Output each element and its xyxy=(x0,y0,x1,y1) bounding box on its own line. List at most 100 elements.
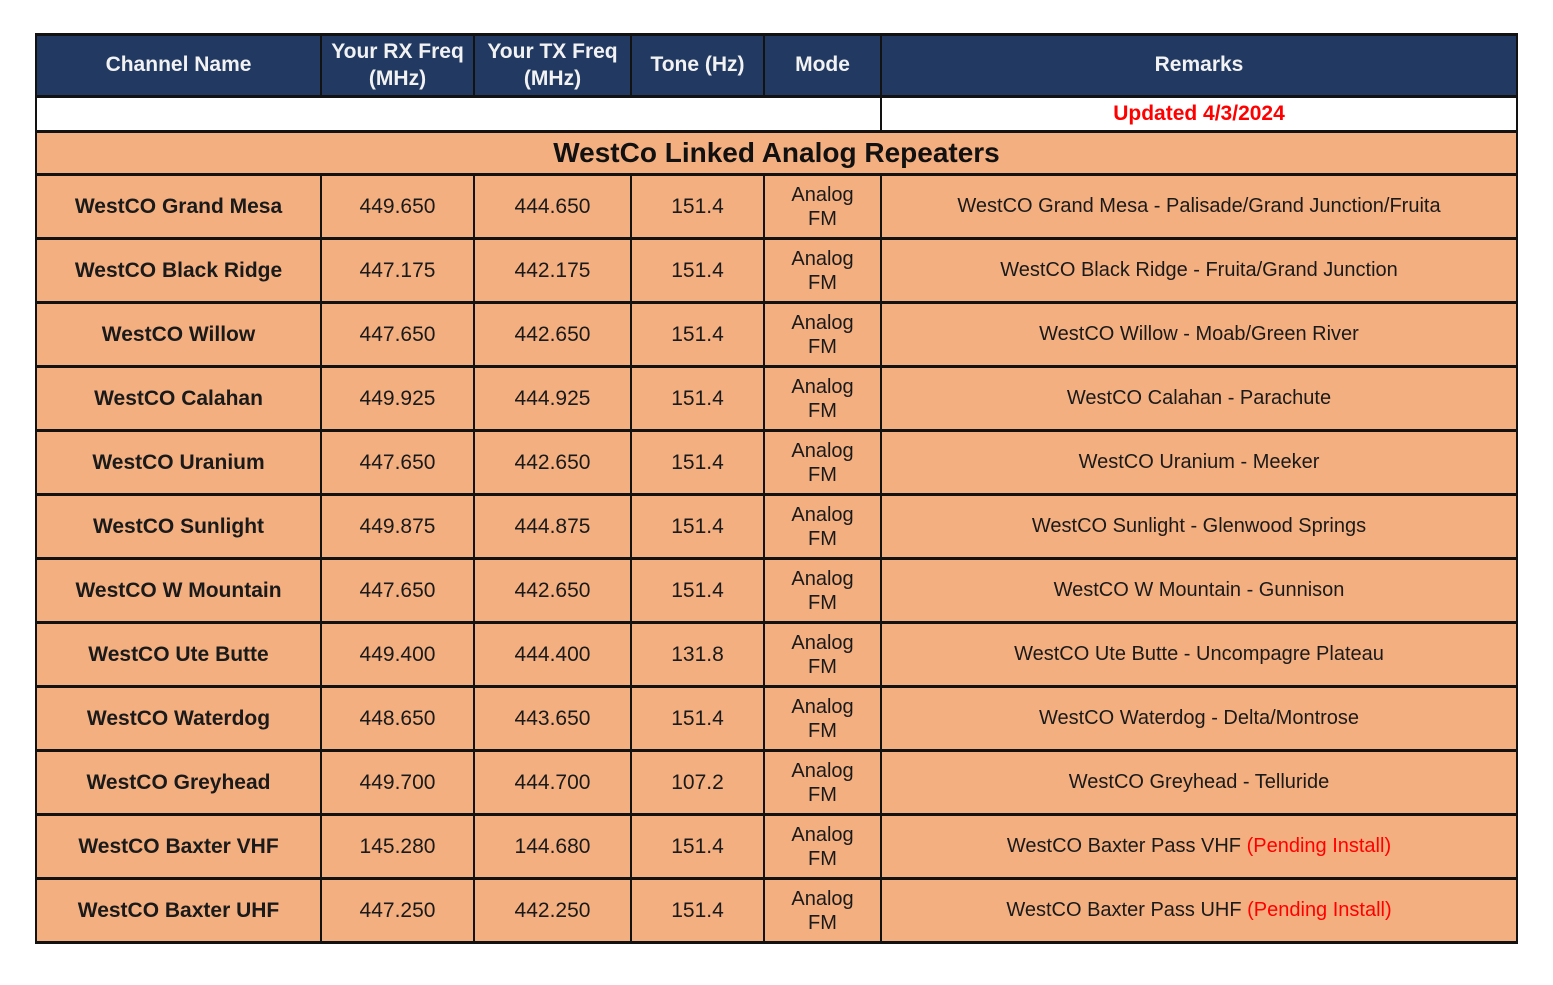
tone-cell: 151.4 xyxy=(630,493,765,560)
mode-cell: Analog FM xyxy=(763,301,882,368)
remark-cell: WestCO Baxter Pass UHF (Pending Install) xyxy=(880,877,1518,944)
remark-cell: WestCO Calahan - Parachute xyxy=(880,365,1518,432)
column-header-rx-freq: Your RX Freq (MHz) xyxy=(320,33,475,98)
tone-cell: 151.4 xyxy=(630,365,765,432)
channel-name-cell: WestCO Baxter VHF xyxy=(35,813,322,880)
remark-text: WestCO Baxter Pass VHF xyxy=(1006,835,1247,857)
remark-text: WestCO Willow - Moab/Green River xyxy=(1039,323,1359,345)
channel-name-cell: WestCO Black Ridge xyxy=(35,237,322,304)
channel-name-cell: WestCO Waterdog xyxy=(35,685,322,752)
tx-freq-cell: 442.250 xyxy=(473,877,632,944)
remark-cell: WestCO W Mountain - Gunnison xyxy=(880,557,1518,624)
rx-freq-cell: 449.925 xyxy=(320,365,475,432)
tone-cell: 151.4 xyxy=(630,685,765,752)
mode-cell: Analog FM xyxy=(763,493,882,560)
tx-freq-cell: 442.650 xyxy=(473,301,632,368)
channel-name-cell: WestCO Uranium xyxy=(35,429,322,496)
rx-freq-cell: 447.175 xyxy=(320,237,475,304)
channel-name-cell: WestCO Calahan xyxy=(35,365,322,432)
remark-cell: WestCO Sunlight - Glenwood Springs xyxy=(880,493,1518,560)
mode-cell: Analog FM xyxy=(763,557,882,624)
updated-row: Updated 4/3/2024 xyxy=(35,95,1518,133)
table-row: WestCO Willow 447.650 442.650 151.4 Anal… xyxy=(35,301,1518,368)
table-header-row: Channel Name Your RX Freq (MHz) Your TX … xyxy=(35,33,1518,98)
rx-freq-cell: 447.650 xyxy=(320,301,475,368)
tx-freq-cell: 442.650 xyxy=(473,557,632,624)
table-row: WestCO Uranium 447.650 442.650 151.4 Ana… xyxy=(35,429,1518,496)
remark-text: WestCO Sunlight - Glenwood Springs xyxy=(1031,515,1367,537)
column-header-tone: Tone (Hz) xyxy=(630,33,765,98)
tx-freq-cell: 442.175 xyxy=(473,237,632,304)
table-row: WestCO Ute Butte 449.400 444.400 131.8 A… xyxy=(35,621,1518,688)
mode-cell: Analog FM xyxy=(763,237,882,304)
remark-cell: WestCO Waterdog - Delta/Montrose xyxy=(880,685,1518,752)
rx-freq-cell: 449.400 xyxy=(320,621,475,688)
tone-cell: 151.4 xyxy=(630,173,765,240)
repeater-frequency-table: Channel Name Your RX Freq (MHz) Your TX … xyxy=(35,33,1518,944)
remark-cell: WestCO Baxter Pass VHF (Pending Install) xyxy=(880,813,1518,880)
tone-cell: 151.4 xyxy=(630,877,765,944)
rx-freq-cell: 145.280 xyxy=(320,813,475,880)
mode-cell: Analog FM xyxy=(763,365,882,432)
table-row: WestCO Greyhead 449.700 444.700 107.2 An… xyxy=(35,749,1518,816)
mode-cell: Analog FM xyxy=(763,813,882,880)
remark-text: WestCO Black Ridge - Fruita/Grand Juncti… xyxy=(1000,259,1398,281)
tx-freq-cell: 444.650 xyxy=(473,173,632,240)
remark-text: WestCO Grand Mesa - Palisade/Grand Junct… xyxy=(957,195,1441,217)
tx-freq-cell: 444.400 xyxy=(473,621,632,688)
mode-cell: Analog FM xyxy=(763,621,882,688)
tone-cell: 151.4 xyxy=(630,557,765,624)
remark-text: WestCO Waterdog - Delta/Montrose xyxy=(1038,707,1360,729)
updated-date-label: Updated 4/3/2024 xyxy=(880,95,1518,133)
remark-text: WestCO Ute Butte - Uncompagre Plateau xyxy=(1014,643,1384,665)
rx-freq-cell: 449.700 xyxy=(320,749,475,816)
remark-text: WestCO Baxter Pass UHF xyxy=(1006,899,1248,921)
channel-name-cell: WestCO Sunlight xyxy=(35,493,322,560)
remark-cell: WestCO Ute Butte - Uncompagre Plateau xyxy=(880,621,1518,688)
mode-cell: Analog FM xyxy=(763,749,882,816)
channel-name-cell: WestCO Willow xyxy=(35,301,322,368)
remark-cell: WestCO Black Ridge - Fruita/Grand Juncti… xyxy=(880,237,1518,304)
column-header-channel-name: Channel Name xyxy=(35,33,322,98)
table-row: WestCO Baxter VHF 145.280 144.680 151.4 … xyxy=(35,813,1518,880)
table-row: WestCO Baxter UHF 447.250 442.250 151.4 … xyxy=(35,877,1518,944)
tx-freq-cell: 442.650 xyxy=(473,429,632,496)
channel-name-cell: WestCO Greyhead xyxy=(35,749,322,816)
rx-freq-cell: 447.650 xyxy=(320,557,475,624)
remark-cell: WestCO Uranium - Meeker xyxy=(880,429,1518,496)
table-row: WestCO Black Ridge 447.175 442.175 151.4… xyxy=(35,237,1518,304)
table-row: WestCO W Mountain 447.650 442.650 151.4 … xyxy=(35,557,1518,624)
rx-freq-cell: 448.650 xyxy=(320,685,475,752)
remark-text: WestCO W Mountain - Gunnison xyxy=(1053,579,1345,601)
remark-cell: WestCO Greyhead - Telluride xyxy=(880,749,1518,816)
tx-freq-cell: 443.650 xyxy=(473,685,632,752)
mode-cell: Analog FM xyxy=(763,877,882,944)
channel-name-cell: WestCO Ute Butte xyxy=(35,621,322,688)
rx-freq-cell: 447.650 xyxy=(320,429,475,496)
tone-cell: 131.8 xyxy=(630,621,765,688)
table-row: WestCO Sunlight 449.875 444.875 151.4 An… xyxy=(35,493,1518,560)
remark-cell: WestCO Grand Mesa - Palisade/Grand Junct… xyxy=(880,173,1518,240)
updated-row-spacer xyxy=(35,95,882,133)
tone-cell: 107.2 xyxy=(630,749,765,816)
table-row: WestCO Grand Mesa 449.650 444.650 151.4 … xyxy=(35,173,1518,240)
channel-name-cell: WestCO Grand Mesa xyxy=(35,173,322,240)
tx-freq-cell: 444.700 xyxy=(473,749,632,816)
tone-cell: 151.4 xyxy=(630,301,765,368)
rx-freq-cell: 449.875 xyxy=(320,493,475,560)
channel-name-cell: WestCO Baxter UHF xyxy=(35,877,322,944)
tone-cell: 151.4 xyxy=(630,429,765,496)
remark-cell: WestCO Willow - Moab/Green River xyxy=(880,301,1518,368)
remark-pending-note: (Pending Install) xyxy=(1247,899,1392,921)
remark-pending-note: (Pending Install) xyxy=(1246,835,1392,857)
table-row: WestCO Waterdog 448.650 443.650 151.4 An… xyxy=(35,685,1518,752)
channel-name-cell: WestCO W Mountain xyxy=(35,557,322,624)
column-header-mode: Mode xyxy=(763,33,882,98)
section-banner-row: WestCo Linked Analog Repeaters xyxy=(35,130,1518,176)
remark-text: WestCO Greyhead - Telluride xyxy=(1068,771,1330,793)
tone-cell: 151.4 xyxy=(630,813,765,880)
rx-freq-cell: 449.650 xyxy=(320,173,475,240)
mode-cell: Analog FM xyxy=(763,685,882,752)
section-title: WestCo Linked Analog Repeaters xyxy=(35,130,1518,176)
table-row: WestCO Calahan 449.925 444.925 151.4 Ana… xyxy=(35,365,1518,432)
